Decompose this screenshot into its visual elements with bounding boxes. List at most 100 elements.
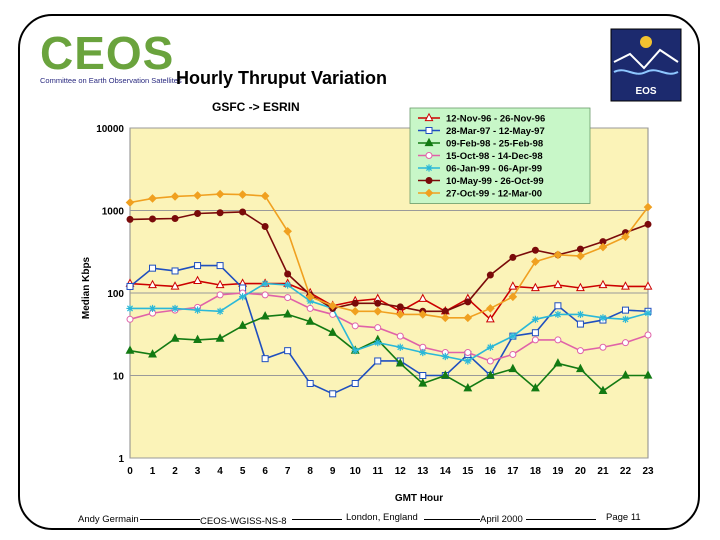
data-point <box>644 331 652 339</box>
data-point <box>194 262 202 270</box>
data-point <box>351 322 359 330</box>
data-point <box>395 358 405 367</box>
data-point <box>283 309 293 318</box>
footer-divider <box>526 519 596 520</box>
data-point <box>216 307 224 315</box>
data-point <box>621 315 630 323</box>
data-point <box>464 357 472 365</box>
series-group <box>125 189 653 323</box>
data-point <box>350 306 360 316</box>
x-tick-label: 13 <box>417 466 429 477</box>
x-tick-label: 2 <box>172 466 178 477</box>
data-point <box>193 191 202 200</box>
data-point <box>530 383 540 392</box>
data-point <box>125 198 135 207</box>
data-point <box>170 333 180 342</box>
data-point <box>261 355 269 363</box>
x-tick-label: 20 <box>575 466 587 477</box>
data-point <box>531 329 539 337</box>
x-tick-label: 21 <box>597 466 609 477</box>
data-point <box>126 315 134 323</box>
data-point <box>149 215 157 223</box>
footer-location: London, England <box>346 512 418 523</box>
data-point <box>260 311 270 320</box>
x-tick-label: 15 <box>462 466 474 477</box>
data-point <box>644 309 652 317</box>
footer-divider <box>140 519 200 520</box>
eos-logo-word: EOS <box>635 86 656 97</box>
x-tick-label: 12 <box>395 466 407 477</box>
data-point <box>440 370 450 379</box>
data-point <box>216 209 224 217</box>
y-tick-label: 1000 <box>102 207 125 218</box>
footer-author: Andy Germain <box>78 514 139 525</box>
legend-label: 28-Mar-97 - 12-May-97 <box>446 126 545 137</box>
data-point <box>261 222 269 230</box>
footer-divider <box>424 519 480 520</box>
x-tick-label: 6 <box>262 466 268 477</box>
data-point <box>170 281 180 290</box>
ceos-logo-word: CEOS <box>40 27 175 79</box>
data-point <box>598 279 608 289</box>
data-point <box>149 264 157 272</box>
y-axis-label: Median Kbps <box>81 256 92 319</box>
data-point <box>216 291 224 299</box>
data-point <box>193 306 202 314</box>
legend-label: 12-Nov-96 - 26-Nov-96 <box>446 114 545 125</box>
data-point <box>425 152 433 159</box>
data-point <box>508 281 518 290</box>
data-point <box>261 291 269 299</box>
data-point <box>374 299 382 307</box>
data-point <box>193 275 202 285</box>
data-point <box>531 257 540 266</box>
data-point <box>508 292 518 302</box>
data-point <box>486 304 495 313</box>
data-point <box>148 279 157 289</box>
data-point <box>486 357 494 365</box>
data-point <box>305 316 315 325</box>
x-tick-label: 19 <box>552 466 564 477</box>
eos-logo-sun <box>640 36 652 48</box>
data-point <box>126 304 134 313</box>
x-tick-label: 23 <box>642 466 654 477</box>
data-point <box>261 280 269 288</box>
data-point <box>396 343 404 351</box>
footer-divider <box>292 519 342 520</box>
x-tick-label: 11 <box>372 466 383 477</box>
chart-title: GSFC -> ESRIN <box>212 100 300 114</box>
data-point <box>171 267 179 275</box>
data-point <box>643 202 653 212</box>
x-tick-label: 16 <box>485 466 497 477</box>
data-point <box>284 347 292 355</box>
data-point <box>148 349 157 358</box>
data-point <box>260 191 270 201</box>
y-tick-label: 100 <box>107 289 124 300</box>
data-point <box>531 315 539 323</box>
data-point <box>418 293 428 302</box>
data-point <box>193 334 202 344</box>
data-point <box>148 194 157 203</box>
data-point <box>440 313 450 323</box>
data-point <box>599 343 607 351</box>
data-point <box>328 327 338 336</box>
data-point <box>306 379 314 387</box>
data-point <box>554 302 562 310</box>
data-point <box>126 215 134 223</box>
series-line <box>129 264 649 395</box>
data-point <box>463 383 473 392</box>
x-tick-label: 17 <box>507 466 519 477</box>
x-tick-label: 9 <box>330 466 336 477</box>
data-point <box>351 347 359 355</box>
series-line <box>129 313 648 392</box>
data-point <box>509 332 517 340</box>
data-point <box>306 304 314 312</box>
data-point <box>464 298 472 306</box>
series-line <box>129 292 649 362</box>
data-point <box>531 246 539 254</box>
data-point <box>374 324 382 332</box>
footer-page-number: Page 11 <box>606 512 641 523</box>
eos-logo: EOS <box>610 28 682 102</box>
x-tick-label: 8 <box>307 466 313 477</box>
data-point <box>509 253 517 261</box>
data-point <box>576 282 585 292</box>
